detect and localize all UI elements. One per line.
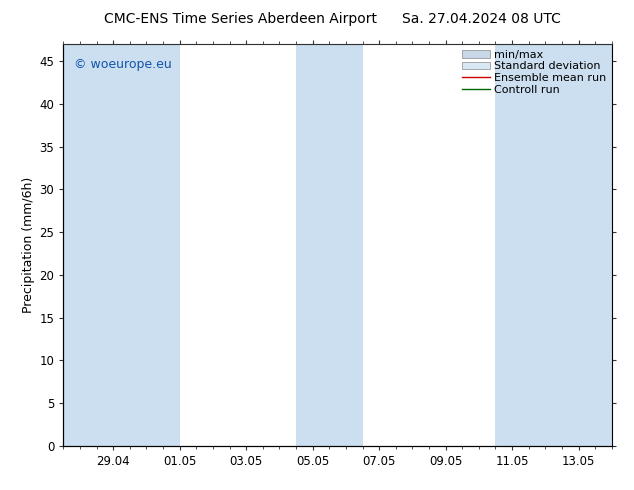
Bar xyxy=(113,44,179,446)
Text: © woeurope.eu: © woeurope.eu xyxy=(74,58,172,71)
Bar xyxy=(562,44,612,446)
Bar xyxy=(296,44,363,446)
Bar xyxy=(496,44,562,446)
Text: Sa. 27.04.2024 08 UTC: Sa. 27.04.2024 08 UTC xyxy=(403,12,561,26)
Y-axis label: Precipitation (mm/6h): Precipitation (mm/6h) xyxy=(22,177,36,313)
Bar xyxy=(63,44,113,446)
Legend: min/max, Standard deviation, Ensemble mean run, Controll run: min/max, Standard deviation, Ensemble me… xyxy=(462,49,606,95)
Text: CMC-ENS Time Series Aberdeen Airport: CMC-ENS Time Series Aberdeen Airport xyxy=(105,12,377,26)
